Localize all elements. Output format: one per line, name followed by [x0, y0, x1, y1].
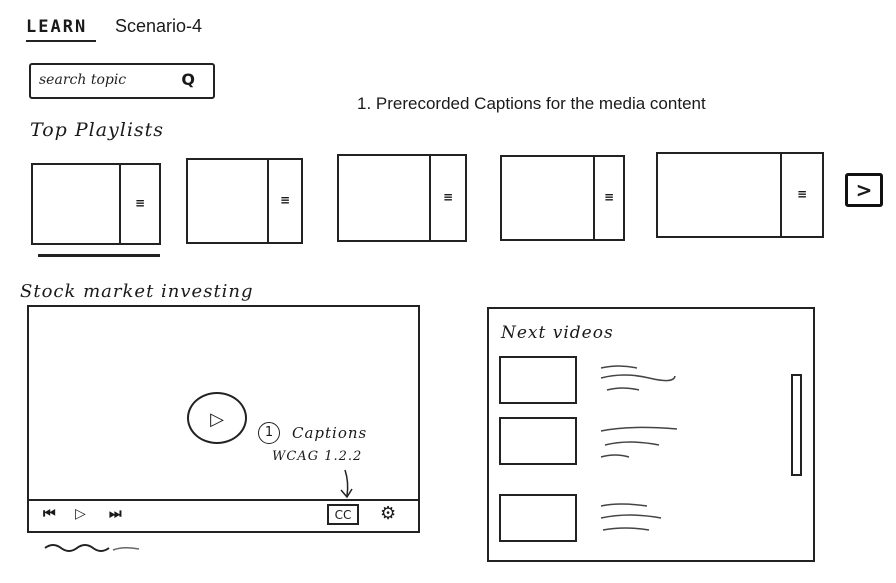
annotation-label: Captions — [292, 424, 368, 442]
search-box[interactable]: Q — [29, 63, 215, 99]
next-icon[interactable]: ⏭ — [109, 506, 122, 522]
video-title: Stock market investing — [20, 281, 254, 302]
video-thumbnail — [499, 417, 577, 465]
next-video-item[interactable] — [499, 356, 769, 411]
annotation-reference: WCAG 1.2.2 — [272, 449, 363, 464]
app-title: LEARN — [26, 17, 88, 37]
playlist-card[interactable]: ≡ — [656, 152, 824, 238]
playlist-card[interactable]: ≡ — [186, 158, 303, 244]
video-thumbnail — [499, 494, 577, 542]
annotation-arrow-icon — [340, 469, 353, 499]
video-text-lines — [600, 365, 676, 391]
video-text-lines — [600, 503, 662, 531]
settings-gear-icon[interactable]: ⚙ — [380, 503, 397, 524]
annotation-number-badge: 1 — [258, 422, 280, 444]
playlist-menu-icon[interactable]: ≡ — [267, 160, 301, 242]
play-overlay-button[interactable]: ▷ — [187, 392, 247, 444]
playlist-menu-icon[interactable]: ≡ — [780, 154, 822, 236]
next-videos-scrollbar[interactable] — [791, 374, 802, 476]
next-videos-panel: Next videos — [487, 307, 815, 562]
playlist-card[interactable]: ≡ — [31, 163, 161, 245]
playlist-menu-icon[interactable]: ≡ — [593, 157, 623, 239]
video-text-lines — [600, 426, 678, 458]
video-description-squiggle — [44, 544, 140, 552]
play-icon[interactable]: ▷ — [75, 506, 86, 522]
next-playlists-button[interactable]: > — [845, 173, 883, 207]
playlist-card[interactable]: ≡ — [337, 154, 467, 242]
search-icon[interactable]: Q — [181, 70, 195, 89]
playlist-menu-icon[interactable]: ≡ — [429, 156, 465, 240]
video-thumbnail — [499, 356, 577, 404]
scenario-note: 1. Prerecorded Captions for the media co… — [357, 94, 706, 113]
selected-playlist-indicator — [38, 254, 160, 257]
scenario-label: Scenario-4 — [115, 16, 203, 36]
next-videos-title: Next videos — [501, 323, 614, 343]
previous-icon[interactable]: ⏮ — [43, 506, 56, 522]
next-video-item[interactable] — [499, 494, 769, 549]
app-title-underline — [26, 40, 96, 42]
next-video-item[interactable] — [499, 417, 769, 472]
section-title-top-playlists: Top Playlists — [30, 119, 165, 141]
playlist-menu-icon[interactable]: ≡ — [119, 165, 159, 243]
video-player[interactable]: ▷ ⏮ ▷ ⏭ CC ⚙ — [27, 305, 420, 533]
video-controls-bar: ⏮ ▷ ⏭ CC ⚙ — [29, 499, 418, 531]
playlist-card[interactable]: ≡ — [500, 155, 625, 241]
cc-button[interactable]: CC — [327, 504, 359, 525]
search-input[interactable] — [39, 72, 169, 88]
